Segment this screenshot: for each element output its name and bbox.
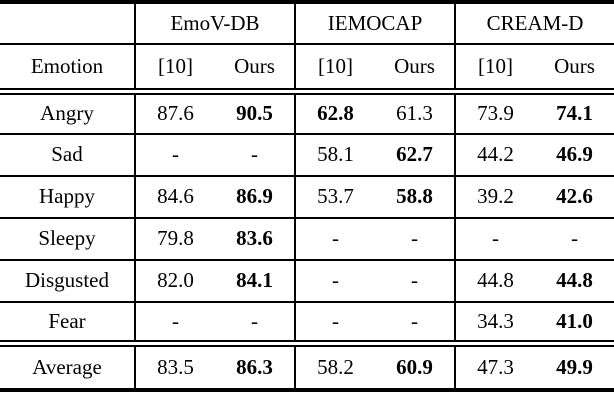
- table-row-average: Average 83.5 86.3 58.2 60.9 47.3 49.9: [0, 343, 614, 390]
- table-row-fear: Fear - - - - 34.3 41.0: [0, 301, 614, 347]
- emotion-label: Angry: [0, 91, 135, 135]
- emotion-label: Sleepy: [0, 217, 135, 261]
- metric-cell: -: [535, 217, 614, 261]
- metric-cell: -: [454, 217, 536, 261]
- table-row-sleepy: Sleepy 79.8 83.6 - - - -: [0, 217, 614, 261]
- metric-cell: -: [215, 301, 296, 347]
- table-row-angry: Angry 87.6 90.5 62.8 61.3 73.9 74.1: [0, 91, 614, 135]
- metric-cell: -: [294, 301, 376, 347]
- metric-cell: 39.2: [454, 175, 536, 219]
- metric-cell: 62.7: [375, 133, 456, 177]
- group-header-row: EmoV-DB IEMOCAP CREAM-D: [0, 2, 614, 45]
- metric-cell: 83.6: [215, 217, 296, 261]
- metric-cell: 60.9: [396, 355, 433, 379]
- metric-cell: 58.1: [294, 133, 376, 177]
- metric-cell: 83.5: [134, 343, 215, 390]
- table-row-sad: Sad - - 58.1 62.7 44.2 46.9: [0, 133, 614, 177]
- metric-cell: 84.1: [215, 259, 296, 303]
- metric-cell: -: [294, 217, 376, 261]
- metric-cell: 49.9: [556, 355, 593, 379]
- group-header-emovdb: EmoV-DB: [133, 2, 296, 45]
- emotion-label: Sad: [0, 133, 135, 177]
- metric-cell: 44.8: [535, 259, 614, 303]
- metric-cell: 44.8: [454, 259, 536, 303]
- metric-cell: 74.1: [535, 91, 614, 135]
- emotion-label: Disgusted: [0, 259, 135, 303]
- metric-cell: 90.5: [215, 91, 296, 135]
- metric-cell: 58.2: [294, 343, 376, 390]
- metric-cell: 44.2: [454, 133, 536, 177]
- metric-cell: 42.6: [535, 175, 614, 219]
- emotion-label: Happy: [0, 175, 135, 219]
- emotion-label: Fear: [0, 301, 135, 347]
- group-header-creamd: CREAM-D: [454, 2, 614, 45]
- metric-cell: -: [134, 301, 215, 347]
- table-row-happy: Happy 84.6 86.9 53.7 58.8 39.2 42.6: [0, 175, 614, 219]
- emotion-label: Average: [32, 355, 102, 379]
- results-table: EmoV-DB IEMOCAP CREAM-D Emotion [10] Our…: [0, 0, 614, 392]
- metric-cell: -: [134, 133, 215, 177]
- metric-cell: 58.8: [375, 175, 456, 219]
- metric-cell: -: [294, 259, 376, 303]
- metric-cell: 82.0: [134, 259, 215, 303]
- metric-cell: -: [375, 259, 456, 303]
- metric-cell: -: [375, 301, 456, 347]
- metric-cell: 61.3: [375, 91, 456, 135]
- emotion-column-header: Emotion: [0, 44, 135, 95]
- metric-cell: 86.9: [215, 175, 296, 219]
- metric-cell: 62.8: [294, 91, 376, 135]
- metric-cell: 47.3: [454, 343, 536, 390]
- corner-cell: [0, 2, 135, 45]
- metric-cell: 84.6: [134, 175, 215, 219]
- metric-cell: 73.9: [454, 91, 536, 135]
- col-header-ours: Ours: [215, 44, 296, 95]
- metric-cell: 41.0: [535, 301, 614, 347]
- col-header-baseline: [10]: [134, 44, 215, 95]
- table-row-disgusted: Disgusted 82.0 84.1 - - 44.8 44.8: [0, 259, 614, 303]
- metric-cell: 34.3: [454, 301, 536, 347]
- group-header-iemocap: IEMOCAP: [294, 2, 456, 45]
- col-header-ours: Ours: [375, 44, 456, 95]
- method-header-row: Emotion [10] Ours [10] Ours [10] Ours: [0, 44, 614, 95]
- metric-cell: 53.7: [294, 175, 376, 219]
- col-header-ours: Ours: [535, 44, 614, 95]
- col-header-baseline: [10]: [454, 44, 536, 95]
- metric-cell: 79.8: [134, 217, 215, 261]
- metric-cell: 46.9: [535, 133, 614, 177]
- metric-cell: -: [375, 217, 456, 261]
- metric-cell: 86.3: [236, 355, 273, 379]
- metric-cell: -: [215, 133, 296, 177]
- col-header-baseline: [10]: [294, 44, 376, 95]
- metric-cell: 87.6: [134, 91, 215, 135]
